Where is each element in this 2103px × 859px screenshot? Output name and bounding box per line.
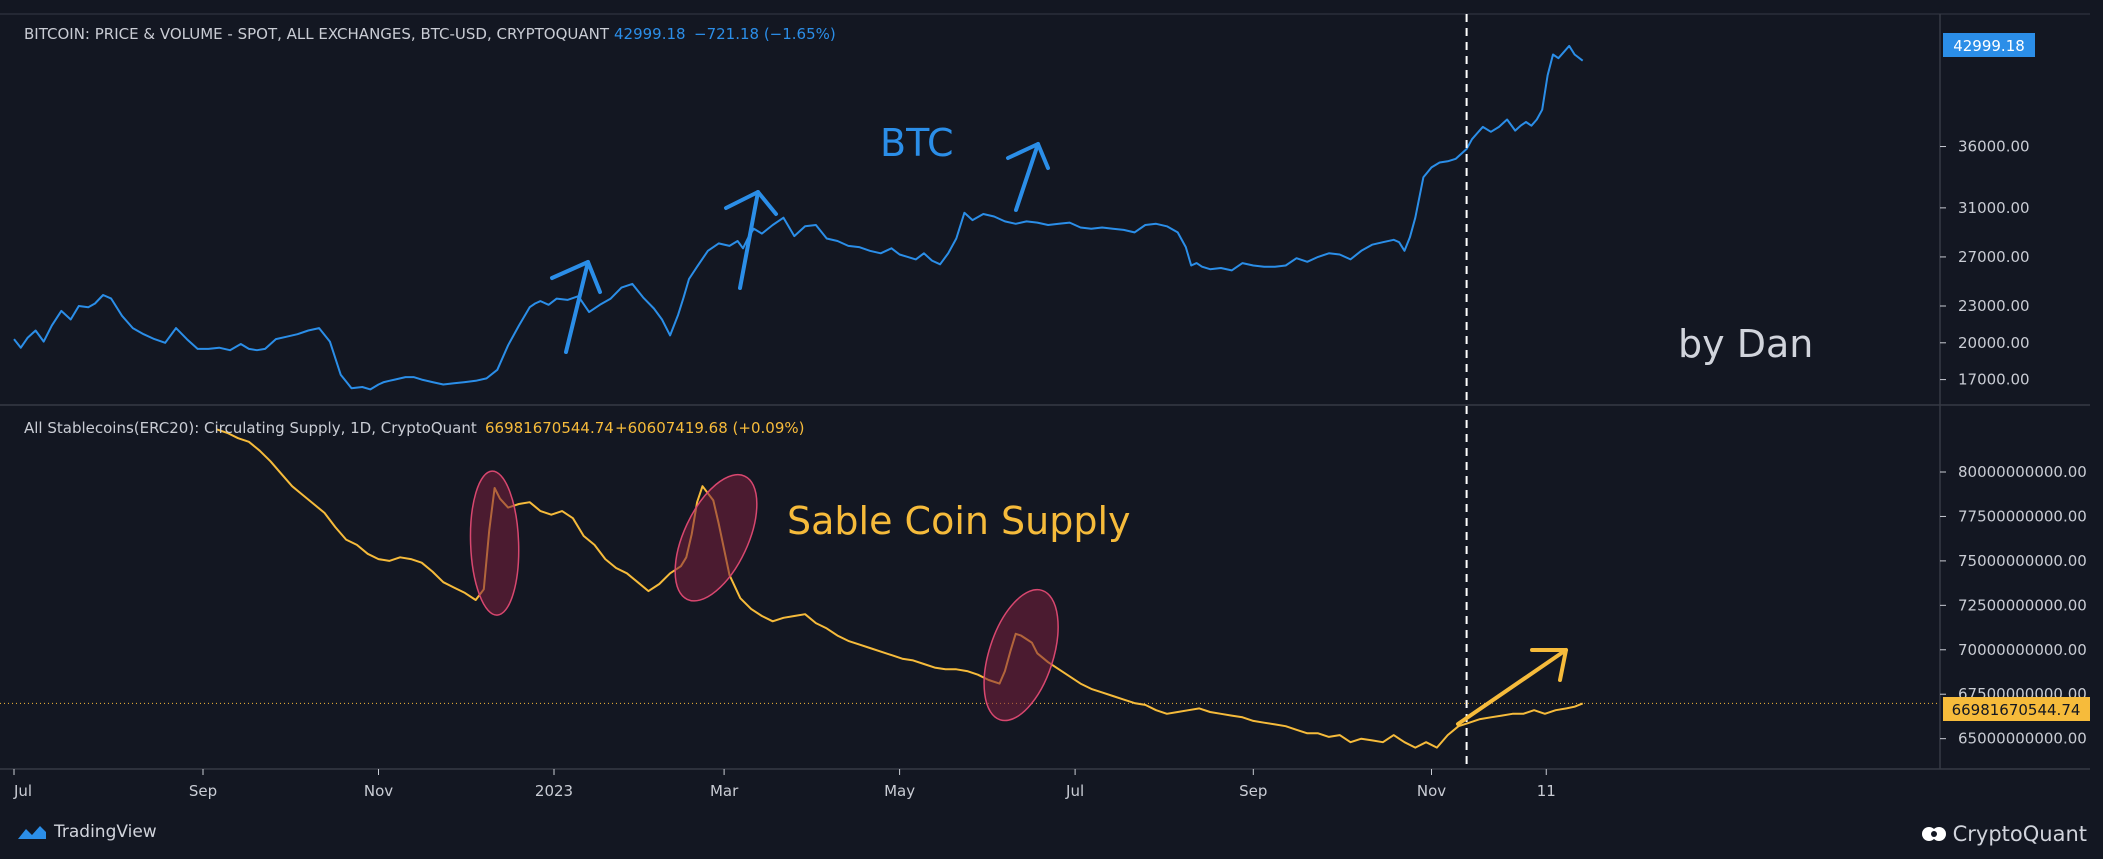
btc-arrow-shaft — [564, 260, 590, 354]
stable-y-tick-label: 77500000000.00 — [1958, 507, 2087, 525]
btc-y-tick-label: 31000.00 — [1958, 199, 2030, 217]
stable-y-tick-label: 65000000000.00 — [1958, 730, 2087, 748]
x-tick-label: Jul — [13, 782, 32, 800]
highlight-ellipse — [674, 473, 758, 602]
stable-price-label-bg — [1943, 697, 2090, 721]
stable-header-change: +60607419.68 (+0.09%) — [615, 419, 804, 437]
x-tick-label: Nov — [364, 782, 393, 800]
highlight-ellipse — [469, 470, 520, 616]
btc-y-tick-label: 27000.00 — [1958, 248, 2030, 266]
btc-annotation: BTC — [880, 121, 954, 165]
overlay-layer — [469, 14, 1568, 769]
x-tick-label: 2023 — [535, 782, 573, 800]
plot-layer — [0, 44, 1940, 749]
btc-price-label: 42999.18 — [1953, 37, 2025, 55]
stable-y-tick-label: 80000000000.00 — [1958, 463, 2087, 481]
watermark-by-dan: by Dan — [1678, 322, 1813, 366]
x-tick-label: Jul — [1065, 782, 1084, 800]
tradingview-label: TradingView — [54, 822, 157, 842]
cryptoquant-icon — [1921, 827, 1946, 841]
btc-header-change: −721.18 (−1.65%) — [694, 25, 836, 43]
cryptoquant-logo: CryptoQuant — [1921, 822, 2087, 846]
btc-header-value: 42999.18 — [614, 25, 686, 43]
tradingview-logo: TradingView — [16, 822, 157, 842]
btc-y-tick-label: 23000.00 — [1958, 297, 2030, 315]
btc-series-line — [13, 44, 1584, 391]
x-tick-label: 11 — [1537, 782, 1556, 800]
cryptoquant-label: CryptoQuant — [1952, 822, 2087, 846]
stable-arrow-shaft — [1456, 648, 1568, 726]
stable-header-value: 66981670544.74 — [485, 419, 614, 437]
x-tick-label: Sep — [1239, 782, 1267, 800]
x-tick-label: Mar — [710, 782, 739, 800]
stable-y-tick-label: 75000000000.00 — [1958, 552, 2087, 570]
x-tick-label: May — [884, 782, 915, 800]
stable-annotation: Sable Coin Supply — [787, 499, 1131, 543]
btc-header-title: BITCOIN: PRICE & VOLUME - SPOT, ALL EXCH… — [24, 25, 610, 43]
stable-y-tick-label: 70000000000.00 — [1958, 641, 2087, 659]
btc-arrow-shaft — [738, 190, 760, 290]
stable-header-title: All Stablecoins(ERC20): Circulating Supp… — [24, 419, 477, 437]
btc-y-tick-label: 17000.00 — [1958, 371, 2030, 389]
btc-y-tick-label: 20000.00 — [1958, 334, 2030, 352]
x-tick-label: Sep — [189, 782, 217, 800]
btc-price-label-bg — [1943, 33, 2035, 57]
stable-arrow-head — [1530, 648, 1568, 682]
stable-price-label: 66981670544.74 — [1952, 701, 2081, 719]
btc-y-tick-label: 36000.00 — [1958, 138, 2030, 156]
btc-arrow-shaft — [1014, 142, 1040, 212]
tradingview-icon — [18, 826, 46, 839]
stable-series-line — [216, 428, 1584, 749]
stable-y-tick-label: 72500000000.00 — [1958, 596, 2087, 614]
x-tick-label: Nov — [1417, 782, 1446, 800]
highlight-ellipse — [983, 588, 1059, 722]
